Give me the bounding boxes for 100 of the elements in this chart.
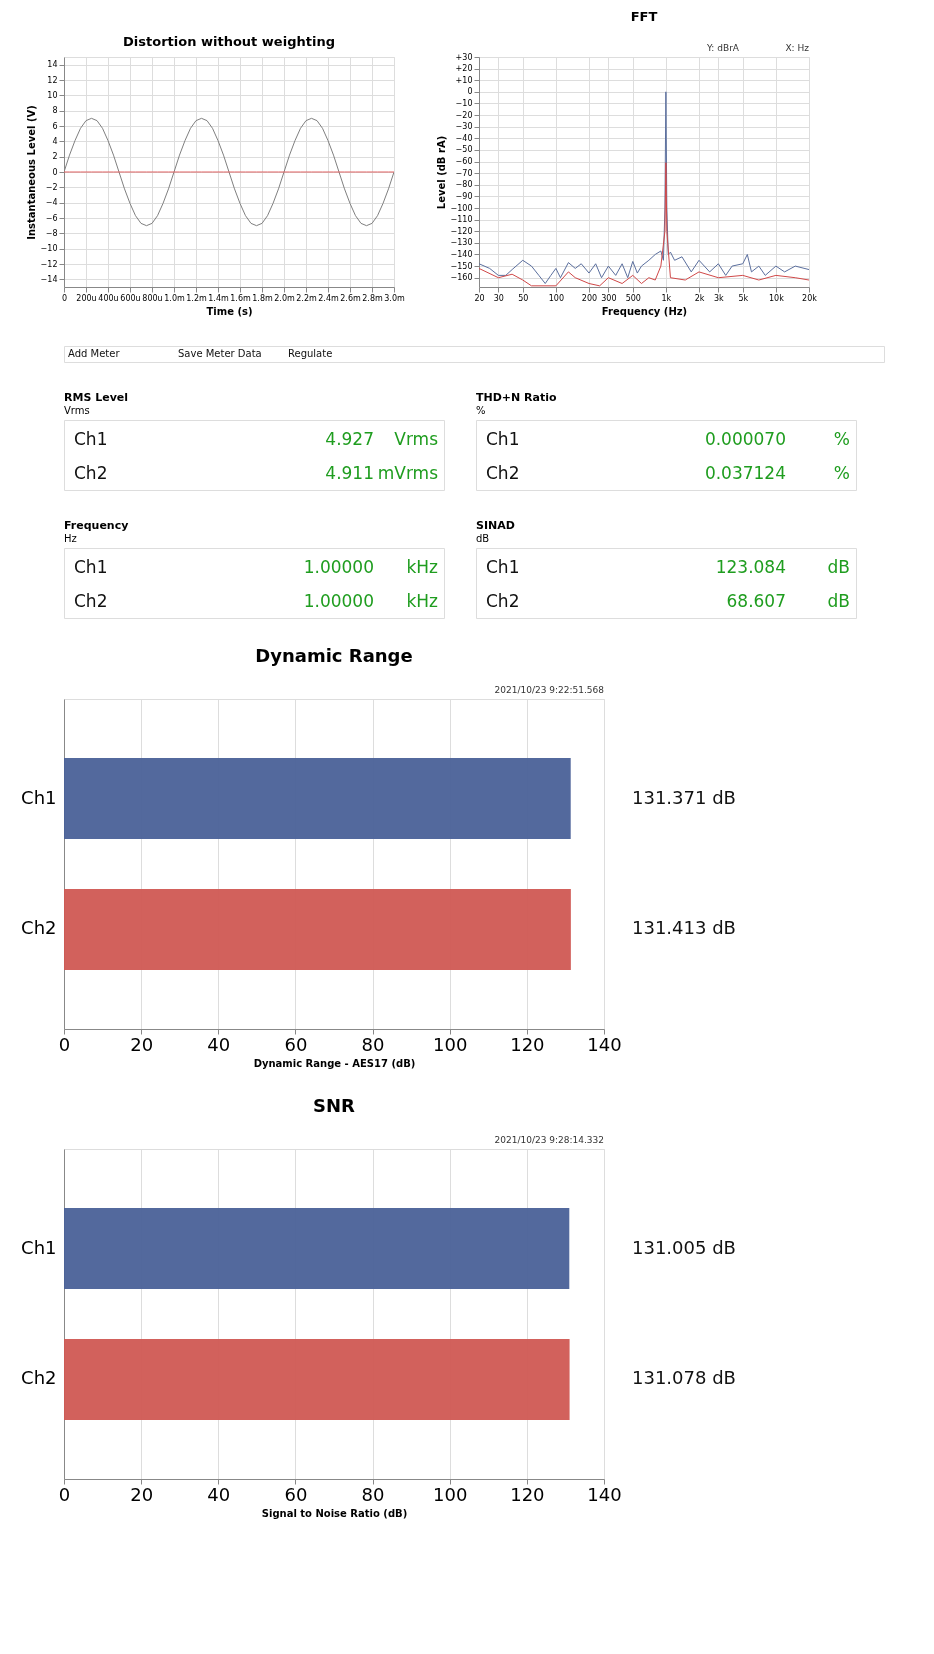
text: % xyxy=(833,463,850,483)
text: Ch2 xyxy=(74,591,108,611)
y-tick-label: −20 xyxy=(455,110,473,120)
x-tick-label: 800u xyxy=(142,293,163,303)
text: Save Meter Data xyxy=(178,348,262,359)
y-tick-label: Ch2 xyxy=(21,917,57,939)
x-tick-label: 60 xyxy=(284,1483,308,1505)
y-tick-label: −120 xyxy=(450,226,473,236)
x-tick-label: 1.2m xyxy=(186,293,207,303)
x-tick-label: 80 xyxy=(361,1033,385,1055)
text: Ch1 xyxy=(486,557,520,577)
y-tick-label: 12 xyxy=(47,75,58,85)
x-tick-label: 50 xyxy=(518,293,529,303)
x-tick-label: 80 xyxy=(361,1483,385,1505)
y-tick-label: −80 xyxy=(455,180,473,190)
text: kHz xyxy=(406,591,439,611)
x-tick-label: 1.6m xyxy=(230,293,251,303)
y-axis-title: Instantaneous Level (V) xyxy=(25,105,37,240)
y-tick-label: −6 xyxy=(45,213,58,223)
text: X: Hz xyxy=(785,43,810,53)
text: 0.000070 xyxy=(704,429,786,449)
chart-title: FFT xyxy=(630,9,658,24)
text: Y: dBrA xyxy=(706,43,740,53)
y-tick-label: −10 xyxy=(40,244,58,254)
x-tick-label: 200u xyxy=(76,293,97,303)
text: 1.00000 xyxy=(303,557,374,577)
x-tick-label: 1.8m xyxy=(252,293,273,303)
y-tick-label: Ch2 xyxy=(21,1367,57,1389)
y-tick-label: −2 xyxy=(45,182,58,192)
x-tick-label: 2k xyxy=(694,293,705,303)
x-tick-label: 60 xyxy=(284,1033,308,1055)
text: SINAD xyxy=(476,519,515,532)
x-tick-label: 1.4m xyxy=(208,293,229,303)
x-tick-label: 20 xyxy=(474,293,485,303)
x-axis-title: Signal to Noise Ratio (dB) xyxy=(261,1507,408,1519)
y-tick-label: 8 xyxy=(52,106,58,116)
y-tick-label: −90 xyxy=(455,191,473,201)
y-tick-label: −14 xyxy=(40,274,58,284)
y-tick-label: −150 xyxy=(450,261,473,271)
y-tick-label: −60 xyxy=(455,157,473,167)
data-label: 131.371 dB xyxy=(632,786,736,808)
x-tick-label: 120 xyxy=(510,1033,545,1055)
y-tick-label: −110 xyxy=(450,215,473,225)
y-tick-label: +20 xyxy=(455,64,473,74)
text: 4.911 xyxy=(325,463,374,483)
chart-title: Distortion without weighting xyxy=(123,34,335,49)
y-tick-label: −40 xyxy=(455,133,473,143)
y-tick-label: 0 xyxy=(52,167,58,177)
x-axis-title: Frequency (Hz) xyxy=(601,305,688,317)
text: THD+N Ratio xyxy=(476,391,558,404)
text: Ch1 xyxy=(74,557,108,577)
text: Vrms xyxy=(64,405,90,416)
y-tick-label: Ch1 xyxy=(21,1236,57,1258)
y-tick-label: 14 xyxy=(47,60,58,70)
x-tick-label: 30 xyxy=(493,293,504,303)
x-tick-label: 3.0m xyxy=(384,293,405,303)
text: Add Meter xyxy=(68,348,121,359)
y-tick-label: 4 xyxy=(52,136,58,146)
text: mVrms xyxy=(377,463,439,483)
x-tick-label: 0 xyxy=(61,293,68,303)
x-tick-label: 40 xyxy=(207,1033,231,1055)
x-tick-label: 1.0m xyxy=(164,293,185,303)
x-tick-label: 20 xyxy=(130,1033,154,1055)
y-tick-label: −100 xyxy=(450,203,473,213)
text: Frequency xyxy=(64,519,129,532)
text: 1.00000 xyxy=(303,591,374,611)
y-tick-label: 6 xyxy=(52,121,58,131)
text: Ch2 xyxy=(486,463,520,483)
text: RMS Level xyxy=(64,391,129,404)
text: Ch2 xyxy=(486,591,520,611)
y-tick-label: +30 xyxy=(455,52,473,62)
text: 123.084 xyxy=(715,557,786,577)
x-tick-label: 2.2m xyxy=(296,293,317,303)
x-tick-label: 2.6m xyxy=(340,293,361,303)
text: dB xyxy=(476,533,490,544)
y-tick-label: −4 xyxy=(45,198,58,208)
y-tick-label: −12 xyxy=(40,259,58,269)
x-tick-label: 2.8m xyxy=(362,293,383,303)
x-tick-label: 200 xyxy=(581,293,598,303)
x-tick-label: 100 xyxy=(433,1483,468,1505)
y-tick-label: −160 xyxy=(450,273,473,283)
data-label: 131.005 dB xyxy=(632,1236,736,1258)
text: Hz xyxy=(64,533,77,544)
text: dB xyxy=(827,557,850,577)
text: kHz xyxy=(406,557,439,577)
x-tick-label: 140 xyxy=(587,1033,622,1055)
y-tick-label: 10 xyxy=(47,90,58,100)
x-tick-label: 400u xyxy=(98,293,119,303)
x-tick-label: 3k xyxy=(714,293,725,303)
text: Vrms xyxy=(394,429,439,449)
x-tick-label: 100 xyxy=(548,293,565,303)
text: 4.927 xyxy=(325,429,374,449)
text: 0.037124 xyxy=(704,463,786,483)
text: % xyxy=(476,405,486,416)
x-tick-label: 2.4m xyxy=(318,293,339,303)
x-tick-label: 2.0m xyxy=(274,293,295,303)
text: Ch2 xyxy=(74,463,108,483)
x-tick-label: 500 xyxy=(625,293,641,303)
y-tick-label: −70 xyxy=(455,168,473,178)
x-tick-label: 20k xyxy=(802,293,818,303)
